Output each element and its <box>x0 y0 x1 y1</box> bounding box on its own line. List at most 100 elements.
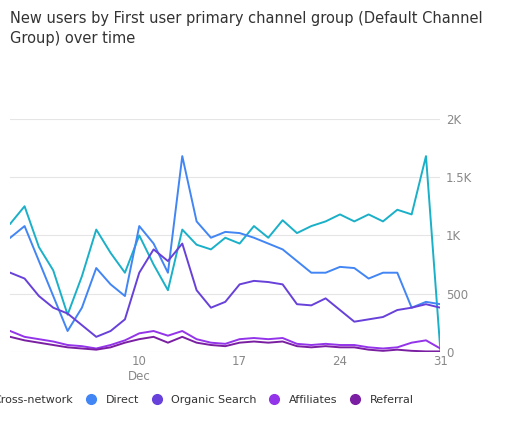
Organic Search <box>179 241 185 246</box>
Referral <box>36 340 42 345</box>
Cross-network <box>79 274 85 279</box>
Line: Referral: Referral <box>10 337 440 352</box>
Direct <box>22 224 28 229</box>
Cross-network <box>108 250 114 256</box>
Referral <box>351 345 357 350</box>
Direct <box>394 270 400 275</box>
Referral <box>194 340 200 345</box>
Affiliates <box>351 342 357 348</box>
Cross-network <box>265 235 271 240</box>
Direct <box>251 235 257 240</box>
Organic Search <box>108 328 114 334</box>
Affiliates <box>122 338 128 343</box>
Referral <box>179 334 185 340</box>
Direct <box>409 305 415 310</box>
Affiliates <box>409 340 415 345</box>
Cross-network <box>251 224 257 229</box>
Direct <box>208 235 214 240</box>
Direct <box>65 328 71 334</box>
Organic Search <box>194 288 200 293</box>
Organic Search <box>323 296 329 301</box>
Direct <box>237 231 243 236</box>
Referral <box>93 347 99 352</box>
Affiliates <box>7 328 13 334</box>
Cross-network <box>294 231 300 236</box>
Direct <box>423 299 429 304</box>
Referral <box>237 340 243 345</box>
Referral <box>265 340 271 345</box>
Referral <box>208 342 214 348</box>
Cross-network <box>280 218 286 223</box>
Direct <box>151 241 157 246</box>
Direct <box>93 265 99 271</box>
Direct <box>308 270 314 275</box>
Direct <box>7 235 13 240</box>
Affiliates <box>308 342 314 348</box>
Line: Cross-network: Cross-network <box>10 156 440 350</box>
Organic Search <box>165 258 171 264</box>
Organic Search <box>237 282 243 287</box>
Direct <box>337 264 343 270</box>
Organic Search <box>93 334 99 340</box>
Direct <box>323 270 329 275</box>
Organic Search <box>280 282 286 287</box>
Affiliates <box>280 335 286 341</box>
Referral <box>394 347 400 352</box>
Affiliates <box>337 342 343 348</box>
Direct <box>294 258 300 264</box>
Cross-network <box>165 288 171 293</box>
Cross-network <box>308 224 314 229</box>
Direct <box>36 258 42 264</box>
Direct <box>280 247 286 252</box>
Organic Search <box>409 305 415 310</box>
Referral <box>337 345 343 350</box>
Affiliates <box>93 346 99 351</box>
Organic Search <box>136 270 142 275</box>
Direct <box>50 293 56 299</box>
Organic Search <box>394 308 400 313</box>
Direct <box>108 282 114 287</box>
Cross-network <box>7 221 13 227</box>
Organic Search <box>22 276 28 281</box>
Cross-network <box>366 212 372 217</box>
Affiliates <box>79 344 85 349</box>
Referral <box>280 339 286 344</box>
Cross-network <box>194 242 200 247</box>
Referral <box>22 338 28 343</box>
Referral <box>151 334 157 340</box>
Referral <box>222 344 228 349</box>
Referral <box>409 348 415 353</box>
Organic Search <box>337 308 343 313</box>
Cross-network <box>65 312 71 317</box>
Direct <box>179 154 185 159</box>
Legend: Cross-network, Direct, Organic Search, Affiliates, Referral: Cross-network, Direct, Organic Search, A… <box>0 390 418 409</box>
Organic Search <box>251 278 257 283</box>
Organic Search <box>79 323 85 328</box>
Affiliates <box>437 346 443 351</box>
Cross-network <box>50 268 56 273</box>
Referral <box>50 342 56 348</box>
Cross-network <box>151 262 157 267</box>
Organic Search <box>50 305 56 310</box>
Direct <box>265 241 271 246</box>
Cross-network <box>237 241 243 246</box>
Cross-network <box>122 270 128 275</box>
Direct <box>79 305 85 310</box>
Affiliates <box>36 337 42 342</box>
Cross-network <box>337 212 343 217</box>
Referral <box>165 340 171 345</box>
Affiliates <box>165 333 171 338</box>
Organic Search <box>308 303 314 308</box>
Organic Search <box>294 301 300 307</box>
Cross-network <box>423 154 429 159</box>
Affiliates <box>366 345 372 350</box>
Referral <box>423 349 429 354</box>
Referral <box>308 345 314 350</box>
Affiliates <box>265 337 271 342</box>
Cross-network <box>394 207 400 213</box>
Direct <box>122 293 128 299</box>
Referral <box>136 337 142 342</box>
Affiliates <box>251 335 257 341</box>
Cross-network <box>351 219 357 224</box>
Organic Search <box>351 319 357 324</box>
